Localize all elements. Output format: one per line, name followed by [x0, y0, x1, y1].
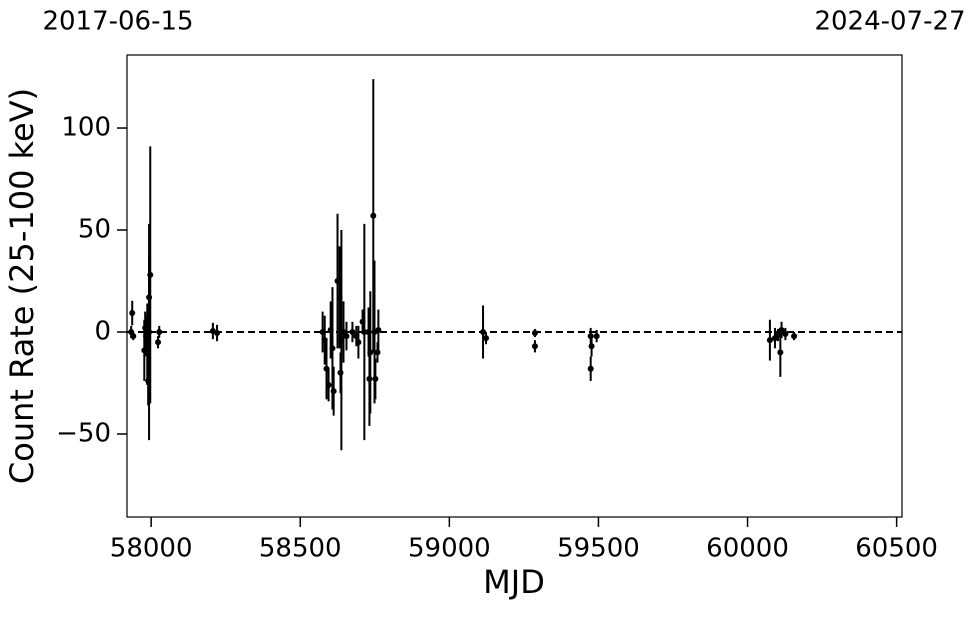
data-point	[145, 377, 152, 384]
data-point	[146, 294, 153, 301]
data-point	[370, 212, 377, 219]
x-tick-label: 60000	[706, 534, 789, 564]
data-point	[142, 324, 149, 331]
data-point	[483, 335, 490, 342]
x-tick-label: 60500	[855, 534, 938, 564]
data-point	[130, 333, 137, 340]
y-tick-label: 100	[61, 113, 111, 143]
data-point	[766, 337, 773, 344]
data-point	[587, 365, 594, 372]
data-point	[361, 328, 368, 335]
data-point	[214, 330, 221, 337]
data-point	[374, 349, 381, 356]
x-axis-label: MJD	[483, 563, 545, 601]
x-tick-label: 59000	[408, 534, 491, 564]
data-point	[778, 326, 785, 333]
data-point	[531, 330, 538, 337]
y-tick-label: 0	[94, 316, 111, 346]
start-date: 2017-06-15	[42, 7, 193, 37]
plot-frame	[126, 54, 903, 518]
data-point	[355, 339, 362, 346]
x-tick-label: 59500	[557, 534, 640, 564]
data-point	[329, 345, 336, 352]
data-point	[156, 328, 163, 335]
data-point	[141, 347, 148, 354]
data-point	[349, 328, 356, 335]
data-point	[791, 333, 798, 340]
data-point	[588, 343, 595, 350]
data-point	[375, 326, 382, 333]
data-point	[343, 333, 350, 340]
data-point	[367, 349, 374, 356]
y-tick-label: −50	[56, 418, 111, 448]
data-point	[531, 343, 538, 350]
x-tick-label: 58000	[110, 534, 193, 564]
data-point	[480, 328, 487, 335]
end-date: 2024-07-27	[814, 7, 965, 37]
y-axis-label: Count Rate (25-100 keV)	[3, 88, 41, 484]
data-point	[777, 349, 784, 356]
data-point	[330, 388, 337, 395]
y-tick-label: 50	[78, 215, 111, 245]
data-point	[372, 375, 379, 382]
data-point	[129, 310, 136, 317]
x-tick-label: 58500	[259, 534, 342, 564]
data-point	[782, 331, 789, 338]
data-point	[325, 382, 332, 389]
data-point	[593, 333, 600, 340]
data-point	[155, 339, 162, 346]
